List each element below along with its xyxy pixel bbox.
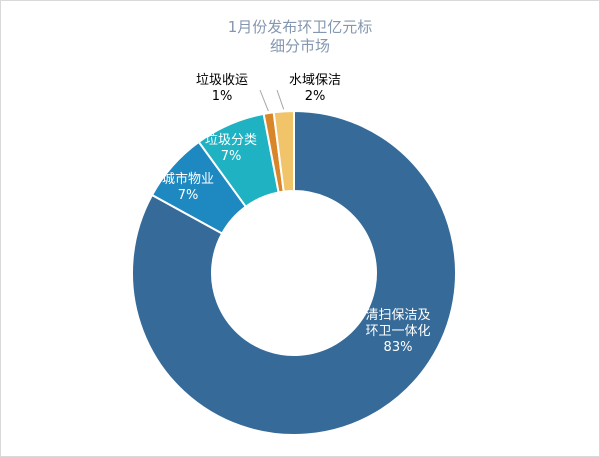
- leader-line-4: [259, 89, 269, 112]
- leader-line-5: [276, 89, 285, 110]
- slice-1: [131, 109, 457, 436]
- slice-label-1: 清扫保洁及环卫一体化 83%: [365, 308, 430, 355]
- slice-label-4: 垃圾收运 1%: [196, 73, 248, 104]
- slice-5: [272, 109, 295, 193]
- chart-title-line-1: 1月份发布环卫亿元标: [227, 18, 373, 36]
- slice-label-2: 城市物业 7%: [162, 171, 214, 203]
- slice-label-5: 水域保洁 2%: [289, 73, 341, 104]
- slice-label-3: 垃圾分类 7%: [205, 133, 257, 164]
- chart-title-line-2: 细分市场: [269, 37, 330, 55]
